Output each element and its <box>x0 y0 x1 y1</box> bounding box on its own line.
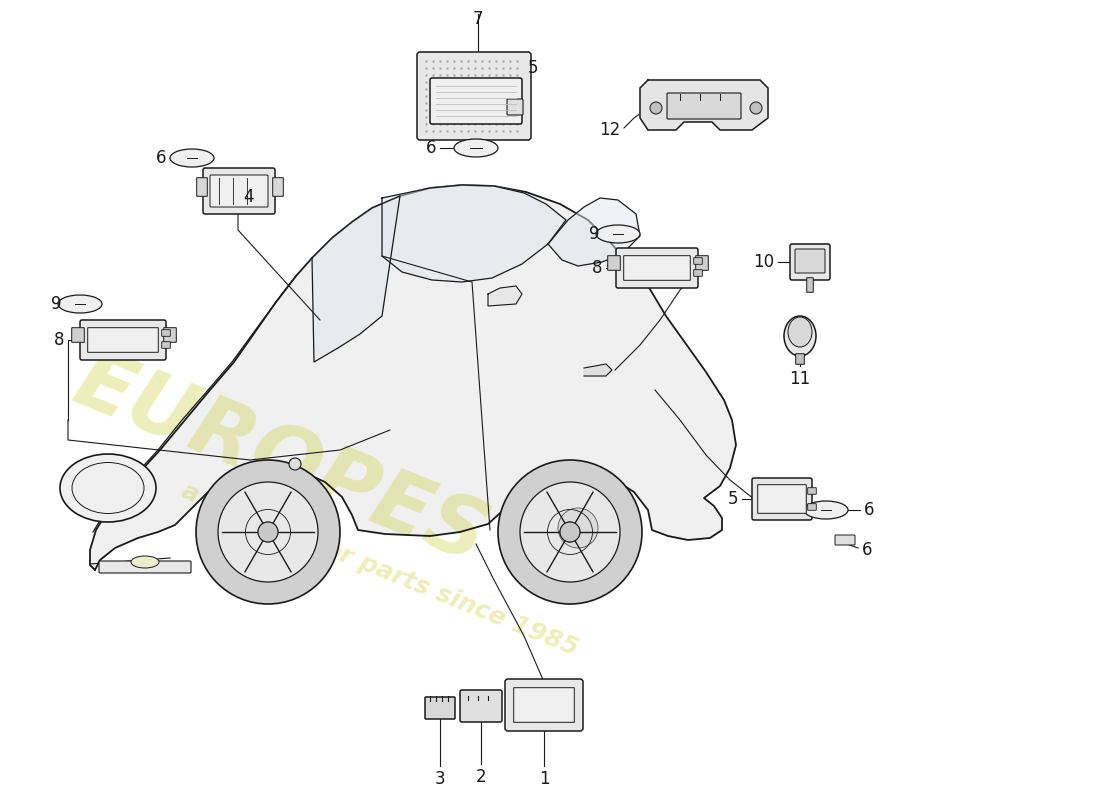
FancyBboxPatch shape <box>667 93 741 119</box>
Polygon shape <box>488 286 522 306</box>
FancyBboxPatch shape <box>80 320 166 360</box>
Ellipse shape <box>289 458 301 470</box>
Ellipse shape <box>560 522 580 542</box>
FancyBboxPatch shape <box>210 175 268 207</box>
FancyBboxPatch shape <box>835 535 855 545</box>
Text: EUROPES: EUROPES <box>62 341 498 579</box>
Text: a passion for parts since 1985: a passion for parts since 1985 <box>178 479 582 661</box>
FancyBboxPatch shape <box>758 485 806 514</box>
Text: 5: 5 <box>528 59 539 77</box>
FancyBboxPatch shape <box>162 342 170 348</box>
FancyBboxPatch shape <box>694 258 702 264</box>
FancyBboxPatch shape <box>72 328 85 342</box>
FancyBboxPatch shape <box>752 478 812 520</box>
Ellipse shape <box>454 139 498 157</box>
FancyBboxPatch shape <box>694 270 702 276</box>
FancyBboxPatch shape <box>695 256 708 270</box>
Polygon shape <box>312 196 400 362</box>
FancyBboxPatch shape <box>460 690 502 722</box>
Circle shape <box>650 102 662 114</box>
Ellipse shape <box>170 149 214 167</box>
Text: 11: 11 <box>790 370 811 388</box>
FancyBboxPatch shape <box>273 178 284 196</box>
Text: 6: 6 <box>862 541 872 559</box>
FancyBboxPatch shape <box>807 504 816 510</box>
Ellipse shape <box>520 482 620 582</box>
FancyBboxPatch shape <box>607 256 620 270</box>
Polygon shape <box>584 364 612 376</box>
Text: 8: 8 <box>54 331 64 349</box>
FancyBboxPatch shape <box>197 178 207 196</box>
Polygon shape <box>548 198 640 266</box>
FancyBboxPatch shape <box>164 328 176 342</box>
FancyBboxPatch shape <box>616 248 699 288</box>
Ellipse shape <box>788 317 812 347</box>
Ellipse shape <box>131 556 160 568</box>
FancyBboxPatch shape <box>795 249 825 273</box>
Text: 9: 9 <box>590 225 600 243</box>
Text: 1: 1 <box>539 770 549 788</box>
Ellipse shape <box>498 460 642 604</box>
Text: 6: 6 <box>426 139 436 157</box>
FancyBboxPatch shape <box>790 244 830 280</box>
FancyBboxPatch shape <box>425 697 455 719</box>
Text: 4: 4 <box>243 188 253 206</box>
Ellipse shape <box>196 460 340 604</box>
Ellipse shape <box>218 482 318 582</box>
Text: 7: 7 <box>473 10 483 28</box>
Circle shape <box>750 102 762 114</box>
Text: 10: 10 <box>752 253 774 271</box>
Text: 6: 6 <box>155 149 166 167</box>
FancyBboxPatch shape <box>624 256 691 280</box>
FancyBboxPatch shape <box>430 78 522 124</box>
Text: 8: 8 <box>592 259 602 277</box>
Text: 5: 5 <box>727 490 738 508</box>
Polygon shape <box>382 185 566 282</box>
Ellipse shape <box>58 295 102 313</box>
FancyBboxPatch shape <box>505 679 583 731</box>
FancyBboxPatch shape <box>99 561 191 573</box>
FancyBboxPatch shape <box>204 168 275 214</box>
FancyBboxPatch shape <box>162 330 170 336</box>
Polygon shape <box>90 185 736 570</box>
Polygon shape <box>640 80 768 130</box>
Text: 6: 6 <box>864 501 874 519</box>
Text: 2: 2 <box>475 768 486 786</box>
Ellipse shape <box>60 454 156 522</box>
FancyBboxPatch shape <box>806 278 813 292</box>
Ellipse shape <box>784 316 816 356</box>
Ellipse shape <box>558 508 598 548</box>
Text: 12: 12 <box>598 121 620 139</box>
Ellipse shape <box>804 501 848 519</box>
FancyBboxPatch shape <box>795 354 804 364</box>
Text: 9: 9 <box>52 295 62 313</box>
FancyBboxPatch shape <box>507 99 522 115</box>
Text: 3: 3 <box>434 770 446 788</box>
Ellipse shape <box>596 225 640 243</box>
FancyBboxPatch shape <box>417 52 531 140</box>
FancyBboxPatch shape <box>807 488 816 494</box>
Ellipse shape <box>258 522 278 542</box>
FancyBboxPatch shape <box>88 328 158 352</box>
FancyBboxPatch shape <box>514 688 574 722</box>
